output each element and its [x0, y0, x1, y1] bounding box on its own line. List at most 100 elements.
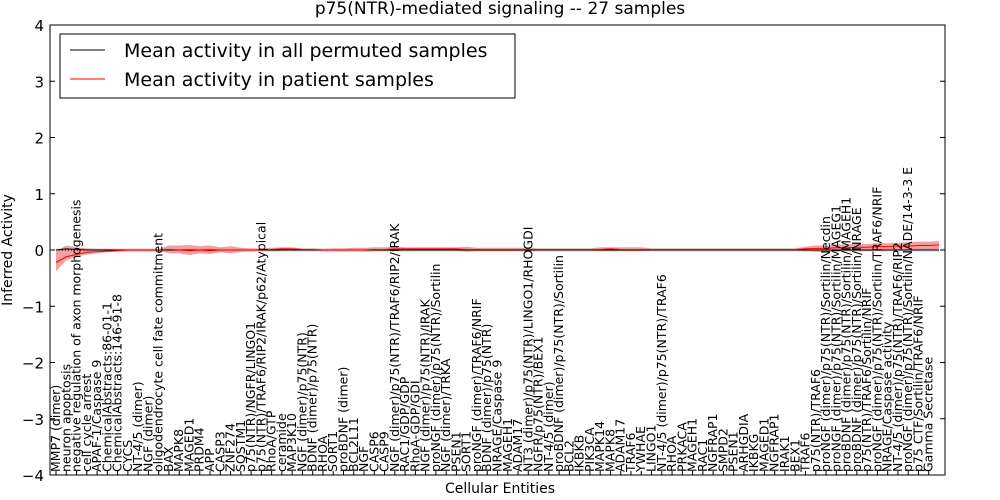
x-tick-label: ceramide: [274, 413, 289, 472]
x-tick-label: SORT1: [325, 431, 340, 472]
y-tick-label: 2: [34, 130, 44, 148]
x-tick-label: MAPK8: [171, 429, 186, 472]
x-tick-label: NGFR/p75(NTR)/BEX1: [531, 336, 546, 472]
x-tick-label: p75 CTF/Sortilin/TRAF6/NRIF: [910, 296, 925, 472]
chart-title: p75(NTR)-mediated signaling -- 27 sample…: [315, 0, 685, 19]
x-tick-label: ChemicalAbstracts:146-91-8: [110, 294, 125, 472]
x-tick-label: CASP9: [377, 431, 392, 472]
x-tick-label: proNGF (dimer)/p75(NTR)/Sortilin: [428, 264, 443, 472]
x-tick-label: Gamma Secretase: [921, 357, 936, 472]
x-tick-label: PRDM4: [192, 427, 207, 472]
x-tick-label: MMP7 (dimer): [48, 385, 63, 472]
x-tick-label: CYCS: [120, 440, 135, 472]
x-tick-label: BAX: [161, 446, 176, 472]
x-tick-label: MAPK14: [592, 421, 607, 472]
x-tick-label: MAP3K10: [284, 413, 299, 472]
x-tick-label: proBDNF (dimer)/p75(NTR)/Sortilin: [551, 255, 566, 472]
x-tick-label: NGF (dimer)/p75(NTR)/TRAF6/RIP2/IRAK: [387, 223, 402, 472]
x-tick-label: TRAF6: [623, 432, 638, 473]
x-tick-label: RAC1: [695, 439, 710, 472]
x-tick-label: p75(NTR)/TRAF6/RIP2/IRAK/p62/Atypical: [253, 222, 268, 472]
x-tick-label: NGF (dimer)/p75(NTR): [294, 332, 309, 472]
x-tick-label: NT-4/5 (dimer): [130, 381, 145, 472]
x-tick-label: PIK3CA: [582, 427, 597, 472]
x-tick-label: p75(NTR)/NGFR/LINGO1: [243, 322, 258, 472]
y-tick-label: 0: [34, 242, 44, 260]
x-tick-label: SQSTM1: [233, 420, 248, 472]
x-tick-label: RHOA: [664, 435, 679, 472]
x-tick-label: proNGF (dimer)/p75(NTR)/Sortilin/NADE/14…: [900, 167, 915, 472]
x-tick-label: BDNF (dimer)/p75(NTR): [305, 324, 320, 472]
x-tick-label: ARHGDIA: [736, 413, 751, 472]
patient-band: [56, 241, 939, 272]
x-tick-label: APAF-1/Caspase 9: [89, 360, 104, 472]
x-tick-label: APP: [202, 448, 217, 472]
x-tick-label: NGF (dimer): [140, 396, 155, 472]
plot-area: −4 −3 −2 −1 0 1 2 3 4 MMP7 (dimer)neuron apoptosi…: [22, 17, 946, 485]
x-tick-label: RhoA/GTP: [264, 410, 279, 472]
legend-box: [59, 33, 516, 99]
x-tick-label: ZNF274: [223, 423, 238, 472]
x-tick-label: NGF (dimer)/TRKA: [438, 358, 453, 472]
x-tick-label: CASP3: [212, 431, 227, 472]
legend-label: Mean activity in all permuted samples: [124, 40, 487, 62]
x-tick-label: SORT1: [459, 431, 474, 472]
x-tick-label: MAPK8: [602, 429, 617, 472]
x-tick-label: proNGF (dimer)/p75(NTR)/Sortilin/Necdin: [818, 216, 833, 472]
x-tick-label: proNGF (dimer)/TRAF6/NRIF: [469, 298, 484, 472]
x-tick-label: BDNF (dimer)/p75(NTR): [479, 324, 494, 472]
x-tick-label: cell cycle arrest: [79, 374, 94, 472]
x-tick-label: NRAGE/Caspase activity: [880, 321, 895, 472]
x-tick-label: MAGEH1: [500, 418, 515, 472]
y-tick-label: 4: [34, 17, 44, 35]
x-tick-label: BCL2L11: [346, 417, 361, 472]
x-tick-label: RHOA: [315, 435, 330, 472]
x-tick-label: RhoA-GDP/GDI: [407, 380, 422, 472]
x-tick-label: TRAF6: [798, 432, 813, 473]
x-tick-label: NGF: [356, 446, 371, 472]
y-axis-label: Inferred Activity: [0, 194, 16, 306]
y-tick-label: 1: [34, 186, 44, 204]
x-tick-label: SMPD2: [715, 428, 730, 472]
y-tick-label: 3: [34, 73, 44, 91]
x-tick-label: NRAGE/Caspase 9: [490, 360, 505, 472]
x-tick-label: proNGF (dimer)/p75(NTR)/Sortilin/TRAF6/N…: [869, 187, 884, 472]
x-tick-label: NGF (dimer)/p75(NTR)/IRAK: [418, 299, 433, 472]
x-tick-label: proNGF (dimer)/p75(NTR)/Sortilin/MAGEG1: [828, 205, 843, 472]
x-tick-label: proBDNF (dimer)/p75(NTR)/Sortilin/NRAGE: [849, 207, 864, 472]
x-tick-label: PSEN1: [448, 431, 463, 472]
x-tick-label: p75(NTR)/TRAF6/Sortilin/NRIF: [859, 288, 874, 472]
x-tick-label: NT3 (dimer)/p75(NTR)/LINGO1/RHOGDI: [520, 227, 535, 472]
x-tick-label: proBDNF (dimer)/p75(NTR)/Sortilin/MAGEH1: [839, 197, 854, 472]
x-tick-label: proBDNF (dimer): [335, 367, 350, 472]
x-tick-label: neuron apoptosis: [58, 364, 73, 472]
x-axis-label: Cellular Entities: [445, 481, 555, 497]
x-tick-label: PSEN1: [726, 431, 741, 472]
x-tick-label: MAGEH1: [685, 418, 700, 472]
y-tick-label: −1: [22, 298, 44, 316]
y-tick-label: −3: [22, 411, 44, 429]
x-tick-label: NGFRAP1: [705, 414, 720, 472]
x-tick-label: BCL2: [561, 440, 576, 472]
y-tick-label: −2: [22, 355, 44, 373]
y-tick-label: −4: [22, 467, 44, 485]
x-tick-label: NT-4/5 (dimer): [541, 381, 556, 472]
x-tick-label: MAGED1: [756, 418, 771, 472]
x-tick-label: MAGED1: [181, 418, 196, 472]
x-tick-label: NT-4/5 (dimer)/p75(NTR)/TRAF6: [654, 274, 669, 472]
x-tick-label: CASP6: [366, 431, 381, 472]
series-line-1: [55, 244, 940, 263]
x-tick-label: IKBKB: [572, 435, 587, 472]
x-tick-label: RAC1/GDP/GDP: [397, 376, 412, 472]
x-tick-label: PRKACA: [674, 422, 689, 472]
x-tick-label: p75(NTR)/TRAF6: [808, 369, 823, 472]
x-tick-label: NGFRAP1: [767, 414, 782, 472]
x-tick-label: BEX1: [787, 439, 802, 472]
x-tick-label: IRAK1: [777, 435, 792, 472]
x-tick-label: IKBKG: [746, 434, 761, 472]
x-tick-label: LINGO1: [644, 425, 659, 472]
x-tick-label: ADAM17: [613, 419, 628, 472]
x-tick-label: negative regulation of axon morphogenesi…: [69, 199, 84, 472]
x-tick-label: oligodendrocyte cell fate commitment: [151, 233, 166, 472]
